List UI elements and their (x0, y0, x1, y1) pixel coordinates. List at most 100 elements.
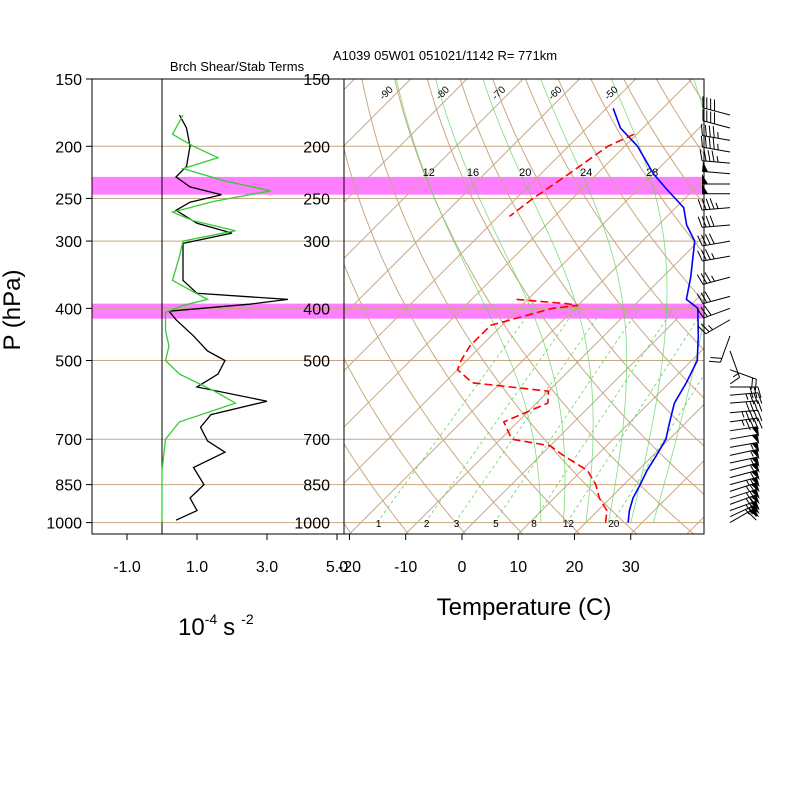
wind-barb-24 (696, 291, 731, 305)
left-panel-title: Brch Shear/Stab Terms (170, 59, 305, 74)
isotherm--60 (344, 79, 580, 316)
wind-barb-feather-35 (700, 124, 703, 136)
wind-barb-flag-7 (751, 470, 760, 481)
dry-adiabat-290 (344, 147, 580, 534)
wind-barb-staff-35 (702, 134, 731, 141)
left-pressure-label-1000: 1000 (46, 516, 82, 533)
wind-barb-flag-32 (702, 161, 709, 172)
mixing-ratio-label-5: 5 (493, 519, 499, 530)
wind-barb-34 (700, 135, 731, 153)
wind-barb-30 (702, 183, 730, 195)
left-x-label-2: 3.0 (256, 559, 278, 576)
dry-adiabat-410 (722, 79, 800, 534)
wind-barb-staff-9 (729, 456, 758, 464)
wind-barb-11 (729, 442, 760, 453)
skewt-pressure-label-400: 400 (303, 301, 330, 318)
wind-barb-feather-8 (749, 464, 757, 476)
wind-barb-feather-4 (745, 492, 753, 503)
isotherm-label--140: -140 (94, 82, 116, 104)
wind-barb-feather-25 (700, 273, 708, 284)
wind-barb-feather-34 (712, 137, 715, 150)
wind-barb-half-22 (708, 324, 714, 331)
wind-barb-feather-16 (757, 400, 763, 412)
wind-barb-feather-18 (753, 386, 758, 399)
skewt-x-label-1: -10 (394, 559, 417, 576)
wind-barb-feather-26 (704, 249, 711, 260)
wind-barb-feather-14 (749, 418, 755, 430)
wind-barb-feather-27 (704, 234, 711, 245)
wind-barb-feather-0 (747, 511, 757, 521)
wind-barb-flag-4 (750, 489, 760, 499)
wind-barb-half-33 (716, 155, 719, 163)
wind-barb-flag-10 (751, 449, 760, 460)
highlight-band-0 (92, 176, 704, 195)
theta-e-label-12: 12 (423, 167, 435, 179)
skewt-pressure-label-250: 250 (303, 191, 330, 208)
isotherm-10 (517, 347, 704, 534)
wind-barb-feather-27 (697, 235, 703, 247)
wind-barb-6 (729, 476, 760, 490)
wind-barb-feather-24 (704, 291, 712, 302)
wind-barb-feather-1 (748, 507, 757, 517)
wind-barb-feather-34 (704, 136, 707, 148)
dry-adiabat-360 (557, 79, 704, 303)
wind-barb-feather-15 (745, 411, 751, 423)
wind-barb-feather-29 (705, 198, 711, 210)
theta-e-label-20: 20 (519, 167, 531, 179)
isotherm-label--70: -70 (490, 84, 508, 102)
wind-barb-feather-26 (701, 249, 707, 261)
wind-barb-staff-21 (719, 335, 731, 363)
wind-barb-feather-26 (697, 250, 703, 262)
wind-barb-half-26 (711, 253, 715, 260)
moist-adiabat-32 (653, 79, 704, 523)
temperature-axis-label: Temperature (C) (437, 594, 612, 621)
wind-barb-staff-32 (702, 170, 731, 175)
wind-barb-feather-3 (745, 498, 753, 509)
skewt-pressure-label-300: 300 (303, 234, 330, 251)
skewt-pressure-label-1000: 1000 (294, 516, 330, 533)
left-panel-series (161, 114, 289, 523)
left-unit-label: 10-4 s -2 (178, 611, 254, 641)
wind-barb-feather-19 (751, 377, 754, 390)
wind-barb-9 (729, 456, 760, 467)
wind-barb-flag-31 (702, 173, 708, 184)
isotherm-20 (574, 403, 704, 534)
dry-adiabat-340 (492, 79, 704, 399)
wind-barb-staff-17 (729, 392, 758, 396)
left-pressure-label-500: 500 (55, 354, 82, 371)
wind-barb-12 (729, 433, 760, 445)
mixing-ratio-label-1: 1 (376, 519, 382, 530)
wind-barb-half-9 (750, 458, 754, 465)
wind-barb-feather-14 (753, 418, 759, 430)
wind-barb-staff-28 (702, 224, 731, 228)
wind-barb-half-6 (745, 479, 750, 486)
wind-barb-half-1 (745, 509, 750, 515)
dry-adiabat-310 (394, 79, 695, 534)
dry-adiabat-280 (344, 263, 523, 534)
wind-barb-feather-16 (753, 400, 759, 412)
wind-barb-23 (696, 305, 731, 319)
left-series-green (161, 114, 271, 523)
mixing-ratio-line-5 (493, 308, 640, 523)
left-series-black (167, 114, 289, 521)
isotherm-0 (461, 291, 704, 534)
wind-barb-staff-29 (702, 207, 731, 211)
wind-barb-32 (702, 161, 731, 175)
wind-barb-flag-11 (751, 442, 760, 453)
wind-barb-feather-33 (703, 149, 707, 162)
dry-adiabat-330 (459, 79, 704, 447)
wind-barb-half-17 (745, 393, 749, 400)
wind-barb-feather-6 (749, 478, 757, 490)
left-unit-s: s (223, 614, 235, 641)
wind-barb-flag-9 (751, 457, 760, 467)
wind-barb-22 (697, 319, 731, 335)
mixing-ratio-line-8 (532, 308, 674, 523)
isotherm--70 (344, 79, 524, 259)
dry-adiabat-270 (344, 357, 466, 534)
isotherm--30 (344, 122, 704, 484)
wind-barb-flag-13 (751, 426, 760, 437)
wind-barb-staff-23 (703, 307, 731, 319)
wind-barb-feather-35 (708, 125, 711, 137)
mixing-ratio-line-1 (376, 308, 534, 523)
wind-barb-feather-21 (709, 360, 721, 363)
